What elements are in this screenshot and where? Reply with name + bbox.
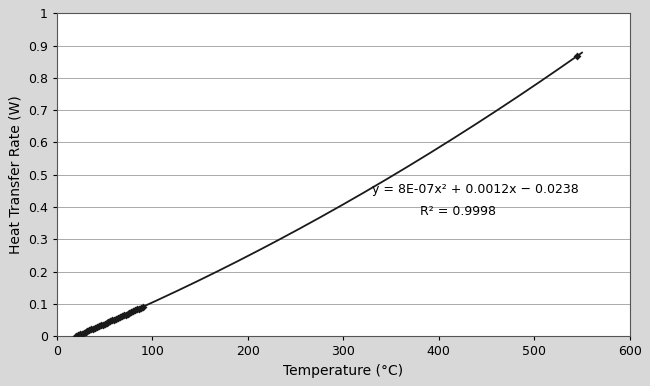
Point [111, 316, 122, 322]
Point [75, 331, 85, 337]
Point [77, 330, 87, 337]
Point [116, 313, 127, 319]
Point [84, 327, 95, 334]
Point [88, 325, 98, 332]
Text: R² = 0.9998: R² = 0.9998 [420, 205, 496, 218]
Point [113, 315, 124, 321]
Point [120, 312, 131, 318]
X-axis label: Temperature (°C): Temperature (°C) [283, 364, 404, 378]
Point [128, 308, 138, 314]
Point [83, 328, 93, 334]
Point [73, 332, 83, 338]
Point [94, 323, 104, 329]
Point [99, 321, 110, 327]
Point [118, 312, 129, 318]
Point [132, 306, 142, 313]
Point [105, 318, 116, 324]
Y-axis label: Heat Transfer Rate (W): Heat Transfer Rate (W) [8, 95, 22, 254]
Point [71, 333, 81, 339]
Point [572, 53, 582, 59]
Point [81, 329, 91, 335]
Point [109, 317, 120, 323]
Point [101, 320, 112, 326]
Point [92, 324, 102, 330]
Point [90, 325, 100, 331]
Point [98, 322, 108, 328]
Point [115, 314, 125, 320]
Point [138, 304, 148, 310]
Point [126, 309, 136, 315]
Point [107, 317, 118, 323]
Text: y = 8E-07x² + 0.0012x − 0.0238: y = 8E-07x² + 0.0012x − 0.0238 [372, 183, 578, 196]
Point [124, 310, 135, 316]
Point [122, 311, 133, 317]
Point [86, 327, 96, 333]
Point [79, 330, 89, 336]
Point [103, 319, 114, 325]
Point [136, 305, 146, 311]
Point [130, 307, 140, 313]
Point [96, 322, 106, 328]
Point [134, 305, 144, 312]
